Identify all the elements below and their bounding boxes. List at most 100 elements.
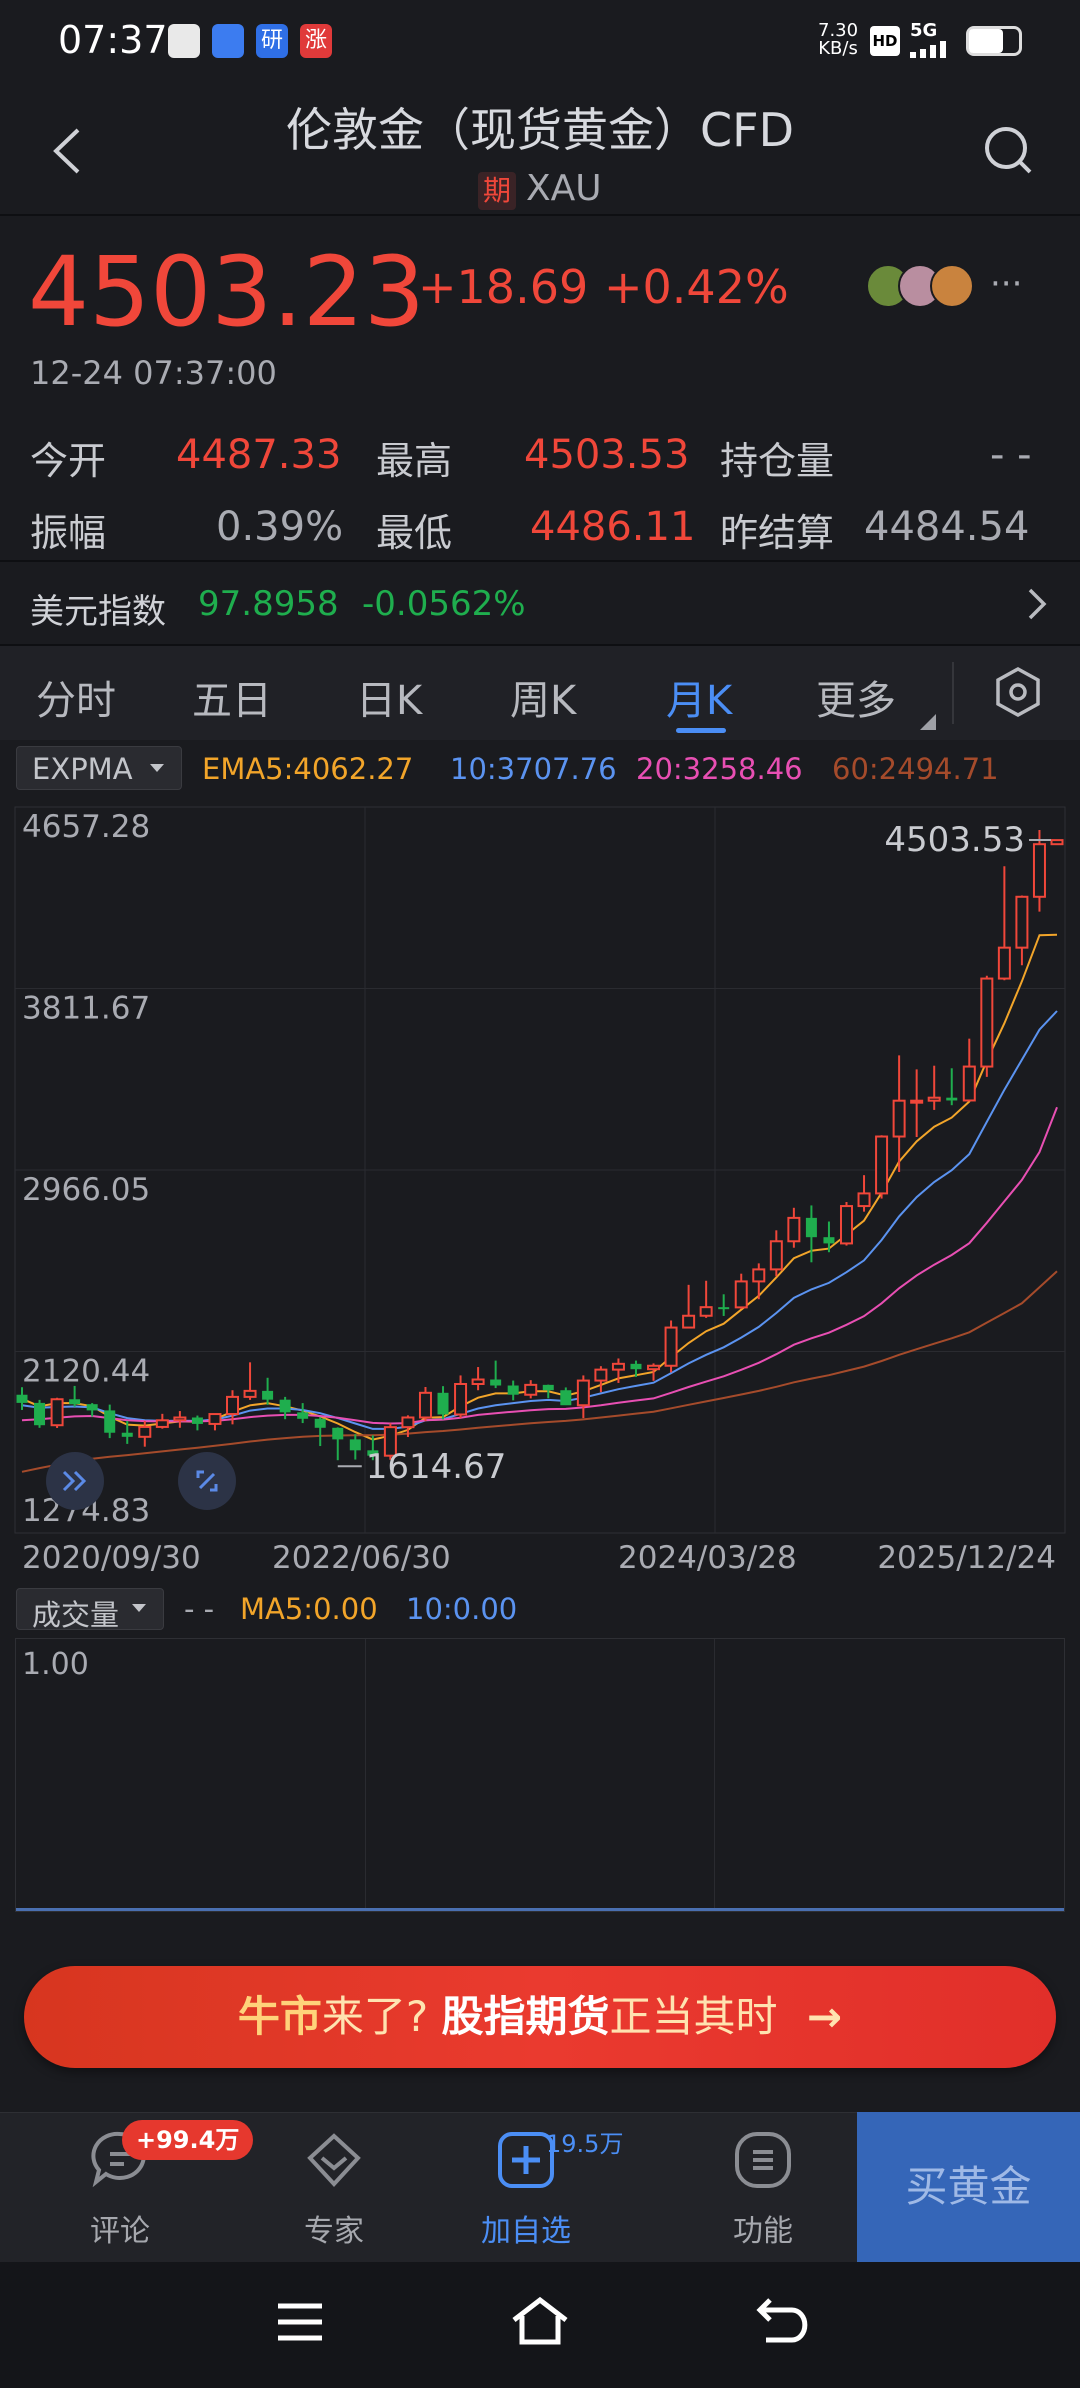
system-back-icon[interactable] [756,2296,808,2346]
candle-body [524,1383,538,1396]
x-tick-label: 2020/09/30 [22,1540,201,1575]
tab-monthly-k[interactable]: 月K [666,678,733,724]
avatar[interactable] [930,264,974,308]
menu-list-icon [735,2132,791,2188]
volume-baseline [16,1908,1064,1911]
chevron-right-icon[interactable] [1026,586,1050,622]
candle-body [471,1378,485,1386]
net-speed: 7.30 KB/s [818,20,859,59]
signal-label: 5G [910,20,938,41]
tab-weekly-k[interactable]: 周K [510,678,577,724]
nav-comments-label: 评论 [90,2214,150,2249]
max-price-label: 4503.53 [884,820,1025,860]
candle-body [86,1404,98,1411]
volume-ma5: MA5:0.00 [240,1592,378,1626]
candle-body [1015,895,1029,949]
tab-intraday[interactable]: 分时 [36,678,116,724]
low-value: 4486.11 [530,504,696,550]
ema5-readout: EMA5:4062.27 [202,752,414,786]
candle-body [437,1392,449,1415]
candle-body [332,1427,344,1440]
ema60-readout: 60:2494.71 [832,752,999,786]
more-icon[interactable]: ··· [990,264,1023,304]
candle-body [279,1399,291,1413]
futures-badge: 期 [478,172,516,210]
nav-experts[interactable]: 专家 [254,2112,414,2262]
back-icon[interactable] [50,126,84,176]
period-tabs [0,646,1080,740]
x-tick-label: 2025/12/24 [877,1540,1056,1575]
candle-body [173,1416,187,1422]
candle-body [682,1314,696,1329]
open-interest-value: - - [990,432,1032,478]
usd-index-row[interactable] [0,560,1080,646]
y-tick-label: 2966.05 [22,1172,150,1208]
tab-five-day[interactable]: 五日 [192,678,272,724]
home-icon[interactable] [510,2296,570,2346]
open-label: 今开 [30,439,107,483]
candle-body [857,1192,871,1208]
last-price: 4503.23 [28,236,425,348]
y-tick-label: 4657.28 [22,809,150,845]
page-title: 伦敦金（现货黄金）CFD [286,103,794,157]
recent-apps-icon[interactable] [276,2300,324,2346]
x-tick-label: 2024/03/28 [618,1540,797,1575]
y-tick-label: 2120.44 [22,1354,150,1390]
battery-icon [966,26,1022,56]
candle-body [69,1399,81,1405]
volume-max-label: 1.00 [22,1647,89,1682]
candle-body [734,1280,748,1309]
buy-gold-button[interactable]: 买黄金 [857,2112,1080,2262]
candle-body [1032,843,1046,898]
candle-body [946,1097,958,1101]
candle-body [367,1450,379,1456]
symbol-code: XAU [526,168,602,209]
volume-chart[interactable]: 1.00 [15,1638,1065,1912]
app-icon-yan: 研 [256,24,288,58]
search-icon[interactable] [982,124,1034,178]
candle-body [314,1418,326,1428]
candle-body [383,1426,397,1457]
candle-body [243,1389,257,1398]
ema-line [21,1010,1058,1430]
candle-body [1050,839,1064,846]
tab-daily-k[interactable]: 日K [356,678,423,724]
open-interest-label: 持仓量 [720,439,835,483]
expand-left-button[interactable] [46,1452,104,1510]
active-tab-indicator [676,728,726,733]
candle-body [454,1383,468,1416]
candle-body [418,1391,432,1419]
chevron-down-icon [132,1604,146,1612]
ema-line [21,1270,1058,1473]
settings-icon[interactable] [994,666,1042,718]
candle-body [718,1307,730,1310]
candlestick-chart[interactable]: 4657.283811.672966.052120.441274.832020/… [0,795,1080,1575]
candle-body [191,1417,203,1424]
candle-body [542,1384,554,1391]
high-value: 4503.53 [524,432,690,478]
add-square-icon [498,2132,554,2188]
tab-more[interactable]: 更多 [816,678,896,724]
volume-ma10: 10:0.00 [406,1592,518,1626]
low-label: 最低 [376,511,453,555]
divider [952,662,954,724]
promo-banner[interactable]: 牛市来了? 股指期货正当其时 → [24,1966,1056,2068]
nav-comments[interactable]: 评论 [40,2112,200,2262]
candle-body [262,1390,274,1400]
fullscreen-button[interactable] [178,1452,236,1510]
candle-body [560,1390,572,1406]
ema10-readout: 10:3707.76 [450,752,617,786]
candle-body [787,1216,801,1243]
comments-count-badge: +99.4万 [122,2120,254,2160]
double-chevron-icon [62,1470,87,1492]
candle-body [647,1364,661,1371]
nav-functions[interactable]: 功能 [683,2112,843,2262]
min-price-label: 1614.67 [366,1447,507,1487]
arrow-right-icon: → [806,1992,843,2041]
candle-body [892,1099,906,1138]
usd-index-value: 97.8958 [198,584,339,624]
candle-body [839,1205,853,1245]
candle-body [155,1419,169,1428]
candle-body [594,1368,608,1382]
nav-add-watchlist[interactable]: 加自选 [446,2112,606,2262]
